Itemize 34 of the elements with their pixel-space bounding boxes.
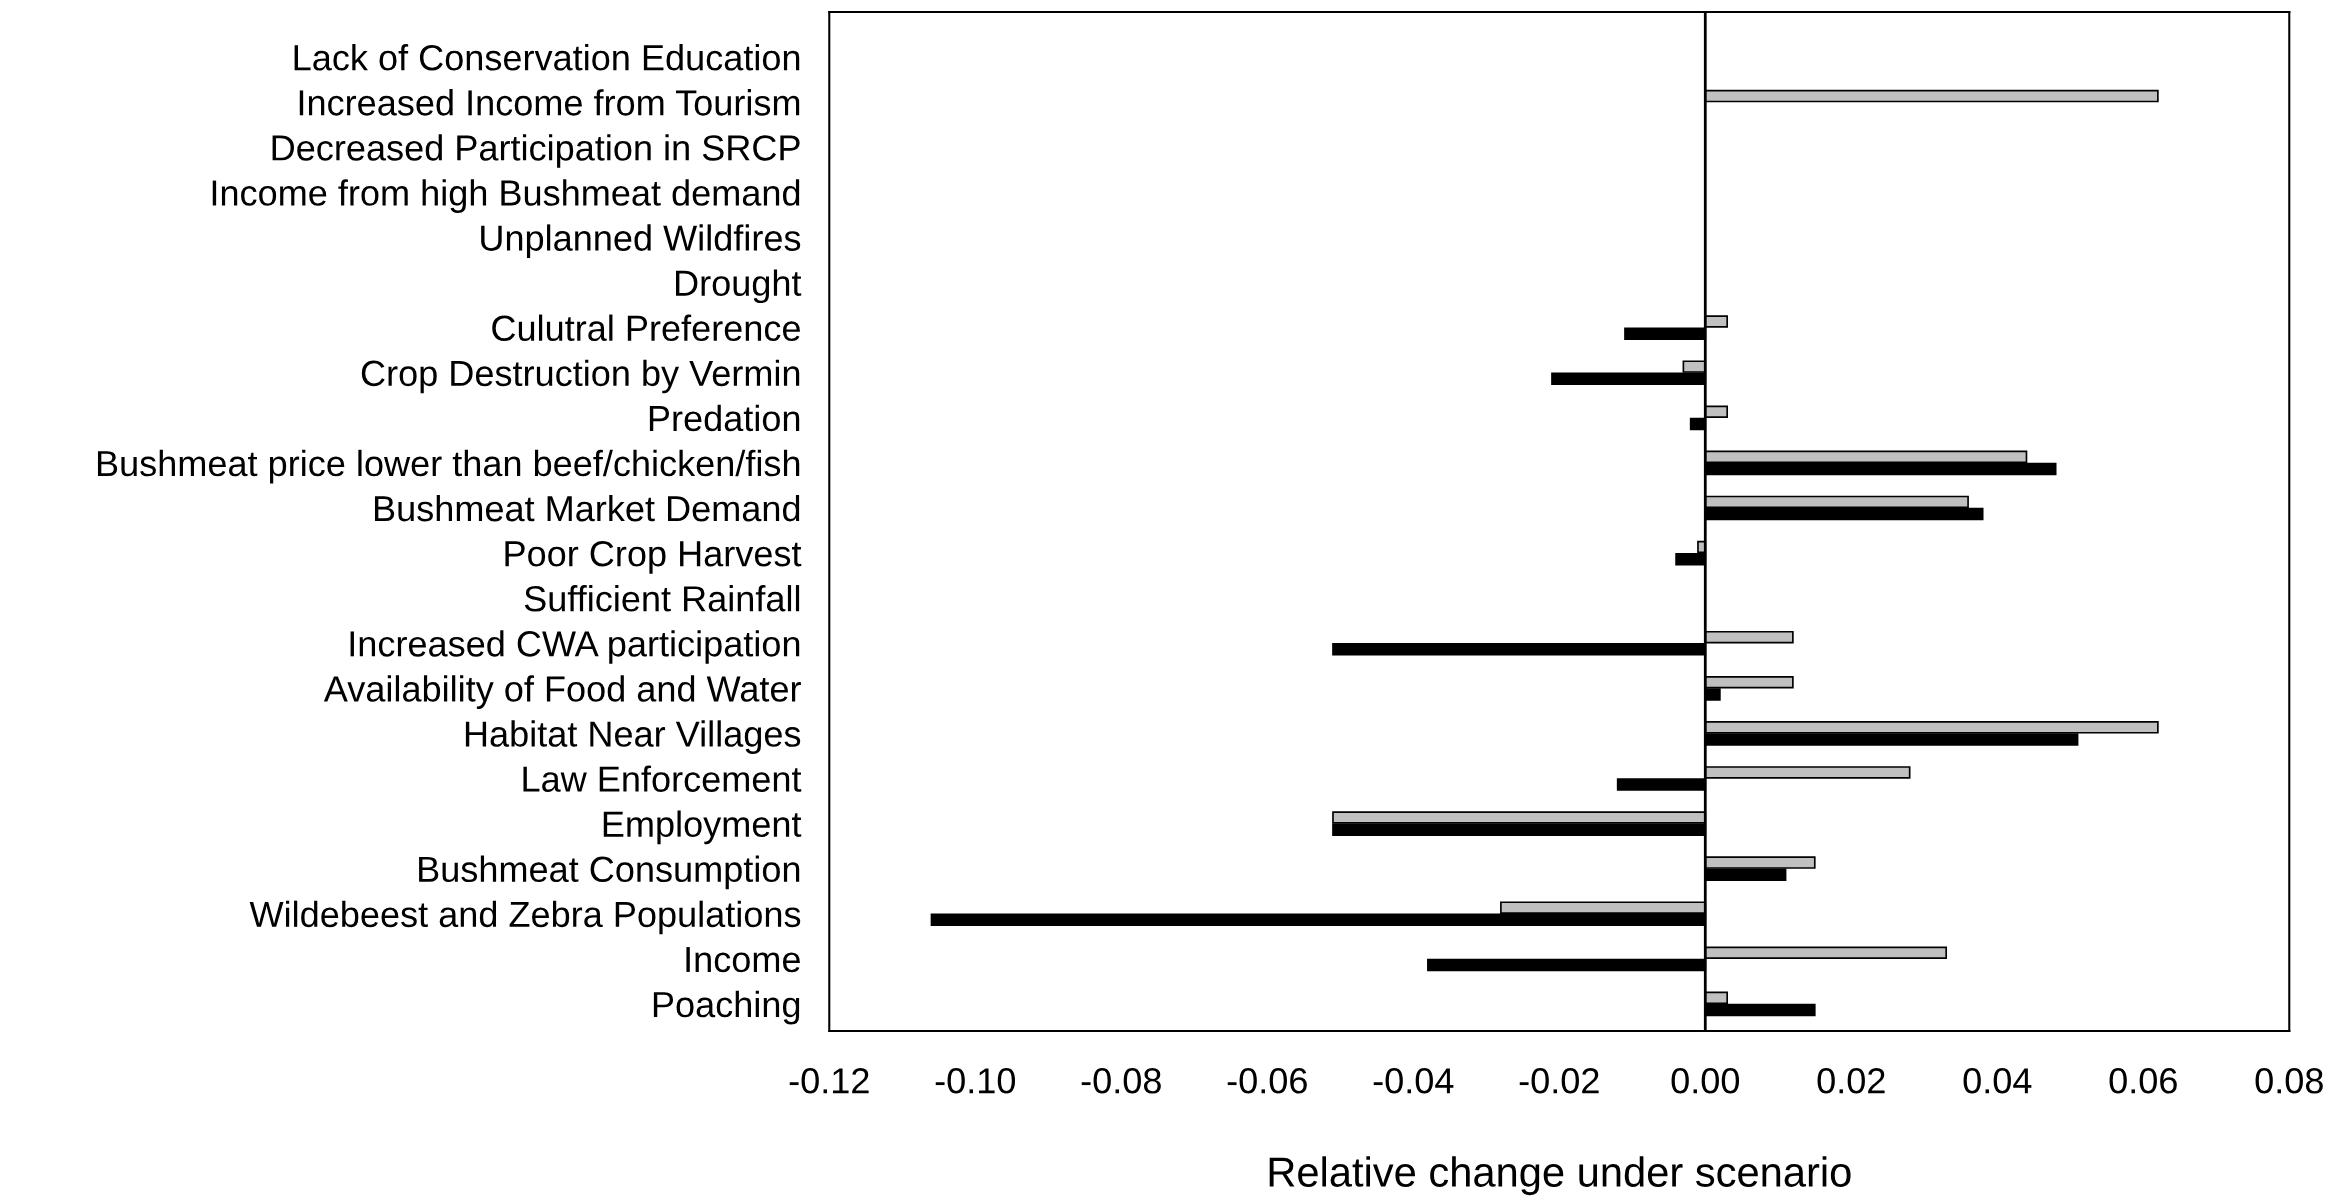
x-tick-label: 0.02	[1817, 1068, 1885, 1094]
y-tick-label: Wildebeest and Zebra Populations	[249, 900, 801, 935]
x-tick-label: 0.04	[1963, 1068, 2032, 1094]
y-tick-label: Employment	[603, 810, 802, 845]
x-tick-label: -0.06	[1227, 1068, 1307, 1094]
y-tick-label: Increased Income from Tourism	[299, 89, 800, 116]
y-tick-label: Law Enforcement	[523, 765, 802, 792]
y-tick-label: Poaching	[653, 990, 800, 1025]
y-tick-label: Increased CWA participation	[350, 630, 800, 664]
y-tick-label: Decreased Participation in SRCP	[272, 134, 800, 168]
x-tick-label: 0.00	[1671, 1068, 1740, 1094]
y-tick-label: Income from high Bushmeat demand	[212, 179, 800, 213]
y-tick-label: Lack of Conservation Education	[294, 44, 800, 71]
y-tick-label: Habitat Near Villages	[465, 720, 801, 754]
x-tick-label: 0.06	[2109, 1068, 2177, 1094]
x-tick-label: -0.02	[1519, 1068, 1599, 1094]
x-tick-label: -0.04	[1373, 1068, 1454, 1094]
y-tick-label: Crop Destruction by Vermin	[361, 359, 800, 394]
x-axis-title: Relative change under scenario	[1269, 1156, 1851, 1196]
y-tick-label: Unplanned Wildfires	[481, 224, 801, 259]
y-tick-label: Availability of Food and Water	[323, 675, 801, 709]
y-tick-label: Income	[686, 947, 800, 973]
y-tick-label: Bushmeat Consumption	[419, 855, 800, 890]
x-tick-label: -0.10	[935, 1068, 1016, 1094]
y-tick-label: Poor Crop Harvest	[505, 540, 802, 574]
x-tick-label: -0.12	[789, 1068, 869, 1094]
x-tick-label: -0.08	[1081, 1068, 1161, 1094]
y-tick-label: Predation	[649, 404, 800, 432]
x-tick-label: 0.08	[2255, 1068, 2323, 1094]
y-tick-label: Sufficient Rainfall	[524, 585, 800, 612]
y-tick-label: Bushmeat Market Demand	[374, 494, 800, 522]
y-tick-label: Culutral Preference	[492, 314, 800, 342]
y-tick-label: Drought	[676, 269, 802, 304]
y-tick-label: Bushmeat price lower than beef/chicken/fish	[97, 449, 800, 484]
